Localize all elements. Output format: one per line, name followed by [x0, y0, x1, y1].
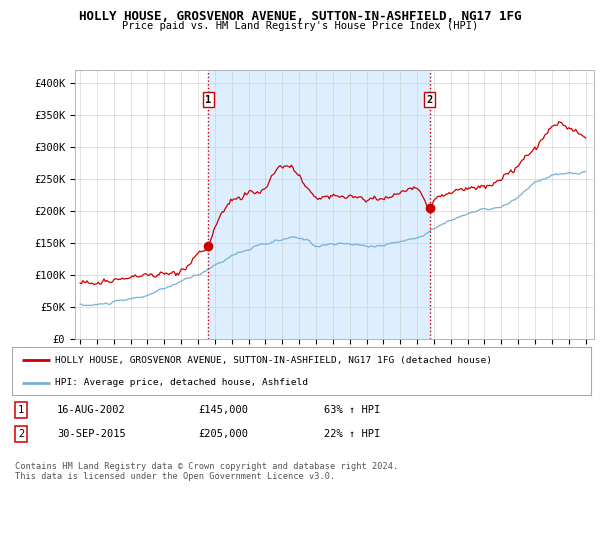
Text: 16-AUG-2002: 16-AUG-2002	[57, 405, 126, 415]
Text: HOLLY HOUSE, GROSVENOR AVENUE, SUTTON-IN-ASHFIELD, NG17 1FG (detached house): HOLLY HOUSE, GROSVENOR AVENUE, SUTTON-IN…	[55, 356, 493, 365]
Text: 63% ↑ HPI: 63% ↑ HPI	[324, 405, 380, 415]
Text: Contains HM Land Registry data © Crown copyright and database right 2024.
This d: Contains HM Land Registry data © Crown c…	[15, 462, 398, 482]
Text: HOLLY HOUSE, GROSVENOR AVENUE, SUTTON-IN-ASHFIELD, NG17 1FG: HOLLY HOUSE, GROSVENOR AVENUE, SUTTON-IN…	[79, 10, 521, 23]
Text: Price paid vs. HM Land Registry's House Price Index (HPI): Price paid vs. HM Land Registry's House …	[122, 21, 478, 31]
Text: £205,000: £205,000	[198, 429, 248, 439]
Text: 1: 1	[18, 405, 24, 415]
Text: 22% ↑ HPI: 22% ↑ HPI	[324, 429, 380, 439]
Bar	[208, 70, 430, 339]
Text: £145,000: £145,000	[198, 405, 248, 415]
Text: HPI: Average price, detached house, Ashfield: HPI: Average price, detached house, Ashf…	[55, 379, 308, 388]
Text: 2: 2	[18, 429, 24, 439]
Text: 1: 1	[205, 95, 212, 105]
Text: 2: 2	[427, 95, 433, 105]
Text: 30-SEP-2015: 30-SEP-2015	[57, 429, 126, 439]
